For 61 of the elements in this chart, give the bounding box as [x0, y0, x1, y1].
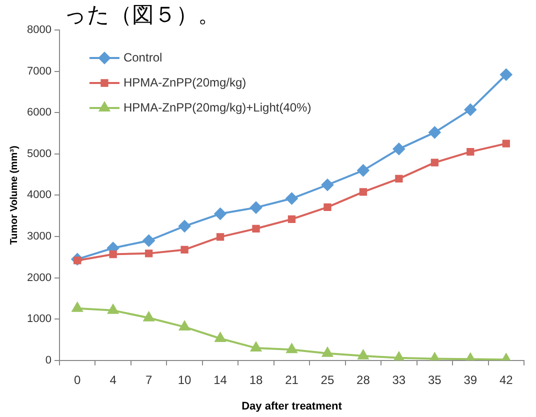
x-axis-title: Day after treatment	[242, 400, 342, 412]
x-tick-label: 10	[178, 372, 192, 387]
legend-label: Control	[123, 50, 162, 64]
point	[392, 142, 405, 155]
x-tick-label: 21	[285, 372, 299, 387]
point	[466, 148, 474, 156]
point	[180, 246, 188, 254]
x-tick-label: 39	[464, 372, 478, 387]
y-tick-label: 6000	[26, 106, 52, 119]
x-tick-label: 33	[392, 372, 406, 387]
point	[108, 304, 118, 314]
point	[357, 164, 370, 176]
y-tick-label: 4000	[26, 189, 52, 202]
text: った（図５）。	[64, 2, 220, 30]
y-tick-label: 1000	[26, 313, 52, 326]
point	[250, 342, 262, 352]
point	[178, 220, 191, 232]
x-tick-label: 14	[214, 372, 228, 387]
point	[394, 352, 404, 360]
point	[428, 126, 441, 138]
x-tick-label: 18	[249, 372, 263, 387]
y-tick-label: 8000	[26, 24, 52, 36]
point	[143, 312, 154, 322]
x-tick-label: 7	[145, 372, 152, 387]
point	[286, 344, 298, 354]
y-tick-label: 5000	[26, 148, 52, 160]
point	[252, 224, 260, 232]
point	[500, 68, 512, 81]
point	[214, 332, 226, 342]
point	[144, 250, 153, 258]
point	[142, 234, 155, 247]
point	[214, 208, 226, 220]
y-tick-label: 7000	[26, 65, 52, 78]
point	[502, 140, 510, 148]
y-tick-label: 0	[45, 354, 52, 366]
x-tick-label: 0	[74, 372, 81, 387]
x-tick-label: 25	[320, 372, 334, 387]
x-tick-label: 4	[110, 372, 117, 387]
point	[321, 178, 334, 191]
point	[395, 174, 403, 183]
point	[288, 215, 296, 223]
point	[464, 104, 476, 116]
x-tick-label: 42	[499, 372, 514, 387]
legend-label: HPMA-ZnPP(20mg/kg)	[123, 75, 246, 90]
point	[109, 250, 117, 258]
point	[179, 320, 190, 330]
point	[286, 192, 298, 205]
y-tick-label: 3000	[26, 230, 52, 243]
point	[72, 302, 83, 312]
x-tick-label: 28	[356, 372, 370, 387]
point	[430, 158, 438, 166]
legend-label: HPMA-ZnPP(20mg/kg)+Light(40%)	[123, 100, 312, 114]
point	[250, 202, 262, 214]
y-tick-label: 2000	[26, 272, 52, 284]
point	[358, 350, 369, 360]
x-tick-label: 35	[428, 372, 442, 387]
point	[216, 233, 224, 241]
point	[324, 203, 332, 212]
point	[322, 347, 333, 357]
y-axis-title: Tumor Volume (mm³)	[8, 146, 20, 245]
point	[359, 188, 368, 196]
